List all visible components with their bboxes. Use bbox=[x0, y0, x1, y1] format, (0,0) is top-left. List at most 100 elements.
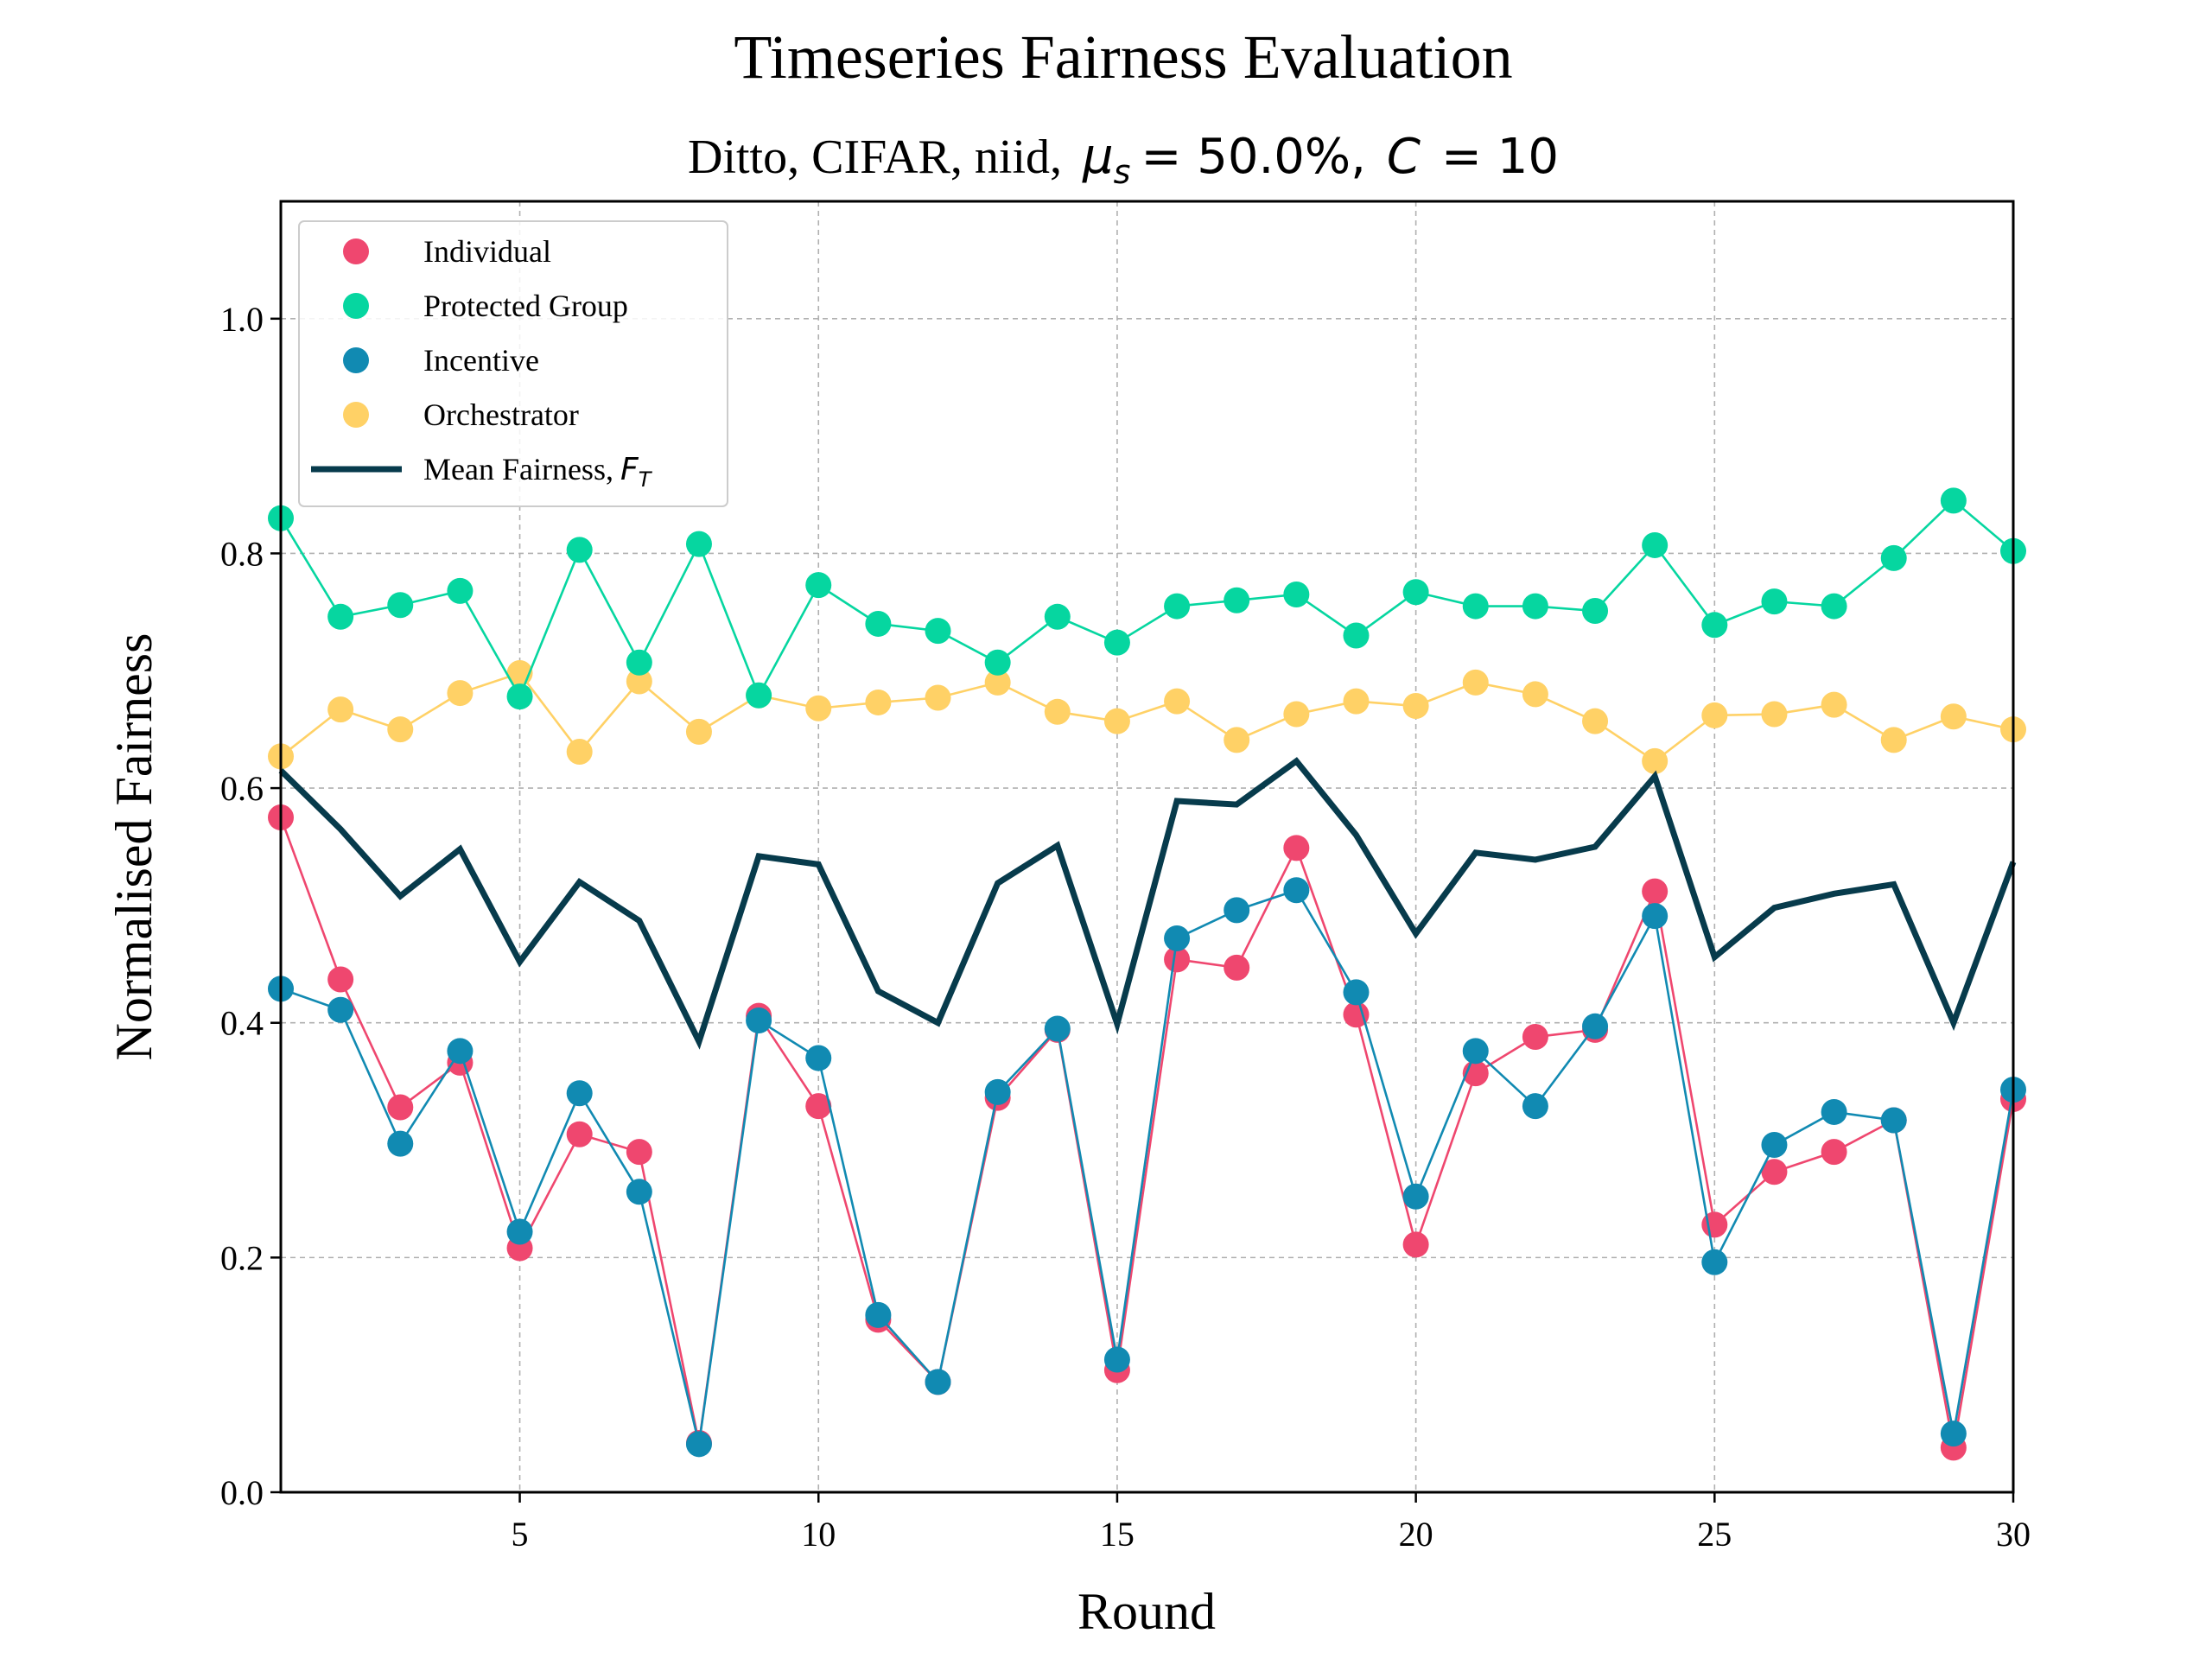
data-point-protected-group bbox=[805, 572, 832, 599]
data-point-individual bbox=[626, 1139, 652, 1166]
data-point-incentive bbox=[1343, 979, 1370, 1006]
legend-marker-incentive bbox=[343, 347, 369, 373]
data-point-individual bbox=[805, 1093, 832, 1120]
data-point-incentive bbox=[327, 996, 354, 1023]
data-point-orchestrator bbox=[1224, 727, 1250, 753]
series-incentive bbox=[268, 877, 2026, 1458]
x-tick-label: 10 bbox=[801, 1515, 836, 1554]
data-point-protected-group bbox=[1164, 593, 1191, 620]
data-point-orchestrator bbox=[1402, 693, 1429, 720]
data-point-incentive bbox=[1164, 925, 1191, 951]
data-point-protected-group bbox=[1701, 612, 1728, 639]
data-point-individual bbox=[1642, 878, 1669, 905]
series-protected-group bbox=[268, 487, 2026, 710]
x-tick-label: 5 bbox=[512, 1515, 529, 1554]
series-mean-fairness bbox=[278, 757, 2017, 1050]
data-point-protected-group bbox=[1402, 579, 1429, 606]
data-point-incentive bbox=[1522, 1093, 1548, 1120]
data-point-orchestrator bbox=[865, 689, 892, 715]
x-tick-label: 20 bbox=[1399, 1515, 1433, 1554]
data-point-orchestrator bbox=[1701, 702, 1728, 728]
data-point-individual bbox=[566, 1121, 593, 1147]
data-point-incentive bbox=[685, 1431, 712, 1458]
data-point-incentive bbox=[805, 1045, 832, 1071]
legend-label-protected-group: Protected Group bbox=[423, 289, 628, 323]
data-point-orchestrator bbox=[1283, 701, 1310, 728]
data-point-orchestrator bbox=[447, 680, 474, 707]
y-tick-label: 0.2 bbox=[220, 1238, 264, 1277]
axis-ticks: 5 10 15 20 25 30 0.0 0.2 0.4 0.6 0.8 1.0 bbox=[220, 300, 2031, 1554]
data-point-incentive bbox=[1402, 1183, 1429, 1210]
chart-title: Timeseries Fairness Evaluation bbox=[734, 22, 1512, 92]
x-tick-label: 25 bbox=[1697, 1515, 1732, 1554]
x-tick-label: 15 bbox=[1100, 1515, 1135, 1554]
data-point-orchestrator bbox=[1880, 727, 1907, 753]
data-point-incentive bbox=[1224, 897, 1250, 924]
subtitle-mu-symbol: μ bbox=[1082, 129, 1114, 185]
series-line-individual bbox=[279, 817, 2015, 1448]
data-point-protected-group bbox=[387, 592, 414, 619]
data-point-incentive bbox=[1821, 1098, 1847, 1125]
data-point-incentive bbox=[1103, 1346, 1130, 1373]
legend-marker-individual bbox=[343, 238, 369, 264]
data-point-protected-group bbox=[925, 618, 951, 645]
legend-label-orchestrator: Orchestrator bbox=[423, 397, 579, 432]
series-orchestrator bbox=[268, 659, 2026, 774]
data-point-incentive bbox=[1582, 1013, 1609, 1039]
y-tick-label: 1.0 bbox=[220, 300, 264, 339]
series-layer bbox=[268, 487, 2026, 1461]
data-point-protected-group bbox=[1462, 593, 1489, 620]
data-point-individual bbox=[1402, 1231, 1429, 1258]
data-point-orchestrator bbox=[805, 695, 832, 721]
data-point-orchestrator bbox=[1044, 698, 1071, 725]
data-point-incentive bbox=[1940, 1421, 1967, 1447]
data-point-orchestrator bbox=[1343, 688, 1370, 715]
data-point-orchestrator bbox=[984, 669, 1011, 696]
data-point-individual bbox=[1224, 954, 1250, 981]
data-point-orchestrator bbox=[1642, 747, 1669, 774]
data-point-orchestrator bbox=[566, 738, 593, 765]
data-point-incentive bbox=[1283, 877, 1310, 904]
data-point-individual bbox=[1761, 1159, 1788, 1185]
data-point-incentive bbox=[1701, 1249, 1728, 1275]
subtitle-mu-subscript: s bbox=[1114, 153, 1131, 191]
data-point-protected-group bbox=[685, 531, 712, 557]
data-point-protected-group bbox=[327, 603, 354, 630]
y-tick-label: 0.0 bbox=[220, 1473, 264, 1512]
data-point-orchestrator bbox=[387, 716, 414, 743]
data-point-protected-group bbox=[1224, 587, 1250, 613]
data-point-individual bbox=[387, 1094, 414, 1121]
data-point-individual bbox=[1343, 1001, 1370, 1028]
data-point-individual bbox=[1283, 835, 1310, 861]
data-point-incentive bbox=[746, 1007, 772, 1034]
legend-label-individual: Individual bbox=[423, 234, 551, 269]
y-tick-label: 0.6 bbox=[220, 769, 264, 808]
data-point-incentive bbox=[447, 1038, 474, 1065]
x-axis-label: Round bbox=[1077, 1583, 1216, 1640]
data-point-protected-group bbox=[1642, 531, 1669, 558]
data-point-incentive bbox=[1761, 1131, 1788, 1158]
data-point-orchestrator bbox=[685, 718, 712, 745]
data-point-incentive bbox=[1642, 903, 1669, 930]
data-point-individual bbox=[1821, 1139, 1847, 1166]
data-point-orchestrator bbox=[1462, 669, 1489, 696]
data-point-incentive bbox=[626, 1179, 652, 1205]
data-point-incentive bbox=[506, 1218, 533, 1245]
data-point-protected-group bbox=[447, 577, 474, 604]
y-axis-label: Normalised Fairness bbox=[105, 633, 162, 1061]
legend-marker-protected-group bbox=[343, 293, 369, 319]
data-point-orchestrator bbox=[1582, 708, 1609, 734]
subtitle-mu-value: = 50.0%, bbox=[1141, 129, 1365, 185]
data-point-protected-group bbox=[1103, 629, 1130, 656]
data-point-protected-group bbox=[626, 649, 652, 676]
legend-label-incentive: Incentive bbox=[423, 343, 539, 378]
data-point-protected-group bbox=[746, 682, 772, 709]
data-point-protected-group bbox=[1283, 581, 1310, 607]
data-point-orchestrator bbox=[626, 668, 652, 695]
data-point-orchestrator bbox=[1821, 691, 1847, 718]
x-tick-label: 30 bbox=[1996, 1515, 2031, 1554]
data-point-orchestrator bbox=[1522, 681, 1548, 708]
legend: Individual Protected Group Incentive Orches… bbox=[298, 220, 728, 507]
data-point-incentive bbox=[984, 1078, 1011, 1105]
